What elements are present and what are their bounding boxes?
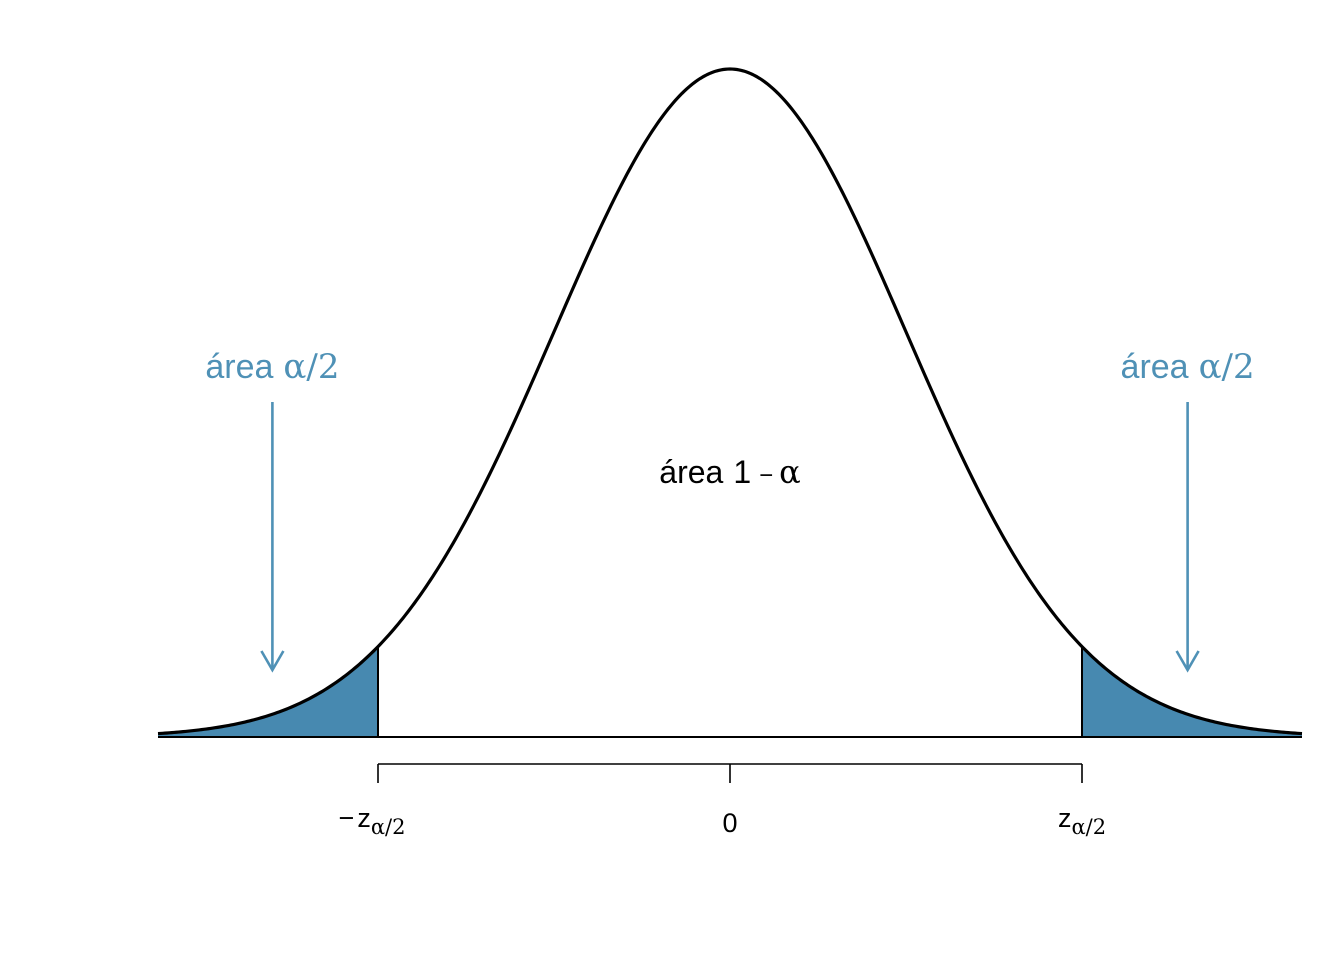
density-curve (157, 67, 1303, 736)
left-tail-area (158, 646, 378, 737)
tick-label-z: zα/2 (1058, 803, 1106, 839)
center-area-label: área 1− α (659, 453, 800, 491)
left-tail-annotation: área α/2 (205, 347, 339, 673)
right-tail-label: área α/2 (1121, 347, 1255, 387)
left-arrow-head (260, 650, 285, 673)
tick-label-neg-z: − zα/2 (339, 803, 406, 839)
x-axis: − zα/2 0 zα/2 (339, 763, 1106, 839)
right-arrow-head (1175, 650, 1200, 673)
right-tail-area (1082, 646, 1302, 737)
right-tail-annotation: área α/2 (1121, 347, 1255, 673)
left-tail-label: área α/2 (205, 347, 339, 387)
tick-label-zero: 0 (722, 808, 737, 838)
